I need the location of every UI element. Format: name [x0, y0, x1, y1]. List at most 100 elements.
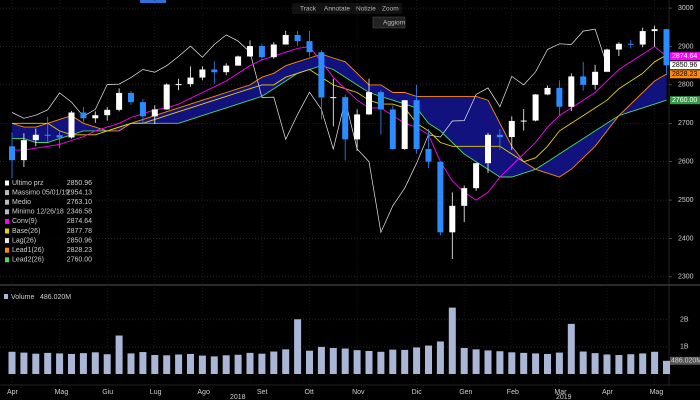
legend-label: Massimo 05/01/19: [12, 189, 69, 196]
volume-bar: [377, 351, 385, 374]
legend-swatch: [5, 218, 9, 224]
volume-bar: [615, 355, 623, 374]
volume-bar: [91, 352, 99, 374]
toolbar: [292, 3, 402, 14]
volume-bar: [520, 352, 528, 374]
volume-legend: Volume: [11, 294, 34, 301]
x-tick-label: Nov: [352, 389, 365, 396]
volume-bar: [663, 360, 670, 374]
last-value-label: 2760.00: [672, 97, 697, 104]
candle-body: [615, 43, 622, 50]
candle-body: [139, 102, 146, 117]
x-tick-label: Set: [257, 389, 268, 396]
candle-body: [425, 148, 432, 162]
refresh-button[interactable]: [372, 16, 406, 29]
volume-bar: [222, 355, 230, 374]
candle-body: [627, 43, 634, 45]
x-tick-label: Lug: [150, 389, 162, 396]
tab: [140, 0, 166, 3]
x-tick-label: Gen: [459, 389, 472, 396]
year-label: 2018: [230, 394, 246, 400]
volume-bar: [353, 350, 361, 374]
legend-value: 2874.64: [67, 218, 92, 225]
volume-bar: [187, 353, 194, 374]
volume-bar: [413, 347, 421, 374]
candle-body: [104, 109, 111, 116]
toolbar-item[interactable]: Annotate: [324, 6, 350, 13]
candle-body: [116, 92, 123, 110]
candle-body: [663, 29, 670, 66]
candle-body: [44, 134, 51, 136]
legend-swatch: [5, 257, 9, 263]
candle-body: [270, 44, 277, 58]
volume-bar: [389, 349, 397, 374]
candle-body: [342, 97, 349, 140]
volume-swatch: [4, 294, 8, 299]
y-tick-label: 2B: [680, 317, 689, 324]
volume-bar: [472, 349, 480, 374]
volume-bar: [44, 352, 52, 374]
volume-bar: [329, 347, 337, 374]
candle-body: [580, 76, 587, 85]
refresh-label[interactable]: Aggiorn: [383, 20, 406, 27]
legend-label: Conv(9): [12, 218, 37, 225]
candle-body: [175, 84, 182, 86]
candle-body: [389, 109, 396, 149]
volume-bar: [555, 352, 563, 374]
volume-bar: [258, 353, 266, 374]
legend-label: Medio: [12, 199, 31, 206]
x-tick-label: Ago: [197, 389, 210, 396]
toolbar-item[interactable]: Zoom: [382, 6, 399, 13]
legend-value: 2850.96: [67, 180, 92, 187]
last-value-label: 2850.96: [672, 62, 697, 69]
y-tick-label: 3000: [678, 5, 694, 12]
y-tick-label: 1B: [680, 344, 689, 351]
candle-body: [80, 112, 87, 119]
x-tick-label: Mag: [650, 389, 664, 396]
volume-bar: [567, 323, 575, 374]
volume-bar: [270, 351, 278, 374]
volume-bar: [603, 354, 611, 374]
last-value-label: 2828.23: [672, 71, 697, 78]
toolbar-item[interactable]: Track: [300, 6, 317, 13]
candle-body: [532, 94, 539, 121]
volume-bar: [425, 345, 432, 374]
last-value-box: [670, 52, 700, 61]
volume-bar: [484, 350, 492, 374]
candle-body: [318, 52, 325, 98]
candle-body: [306, 41, 313, 53]
last-value-box: [670, 61, 700, 70]
legend-swatch: [5, 199, 9, 205]
legend-label: Lag(26): [12, 237, 36, 244]
volume-bar: [56, 353, 64, 374]
candle-body: [544, 87, 551, 95]
legend-value: 2877.78: [67, 228, 92, 235]
legend-value: 2763.10: [67, 199, 92, 206]
x-tick-label: Apr: [602, 389, 614, 396]
legend-label: Ultimo prz: [12, 180, 44, 187]
legend-swatch: [5, 190, 9, 196]
last-value-box: [670, 96, 700, 105]
x-tick-label: Feb: [507, 389, 519, 396]
volume-bar: [103, 354, 111, 374]
volume-bar: [163, 355, 171, 374]
toolbar-item[interactable]: Notizie: [356, 6, 376, 13]
volume-bar: [532, 353, 540, 374]
candle-body: [377, 92, 384, 110]
x-tick-label: Dic: [412, 389, 423, 396]
series-line: [12, 45, 667, 201]
candle-body: [449, 205, 456, 233]
legend-swatch: [5, 209, 9, 215]
volume-bar: [317, 346, 325, 374]
volume-bar: [20, 352, 28, 374]
x-tick-label: Ott: [305, 389, 314, 396]
legend-swatch: [5, 238, 9, 244]
volume-bar: [627, 354, 635, 374]
candle-body: [68, 112, 75, 138]
candle-body: [354, 114, 361, 140]
y-tick-label: 2500: [678, 197, 694, 204]
candle-body: [235, 56, 242, 66]
legend-value: 2954.13: [67, 189, 92, 196]
